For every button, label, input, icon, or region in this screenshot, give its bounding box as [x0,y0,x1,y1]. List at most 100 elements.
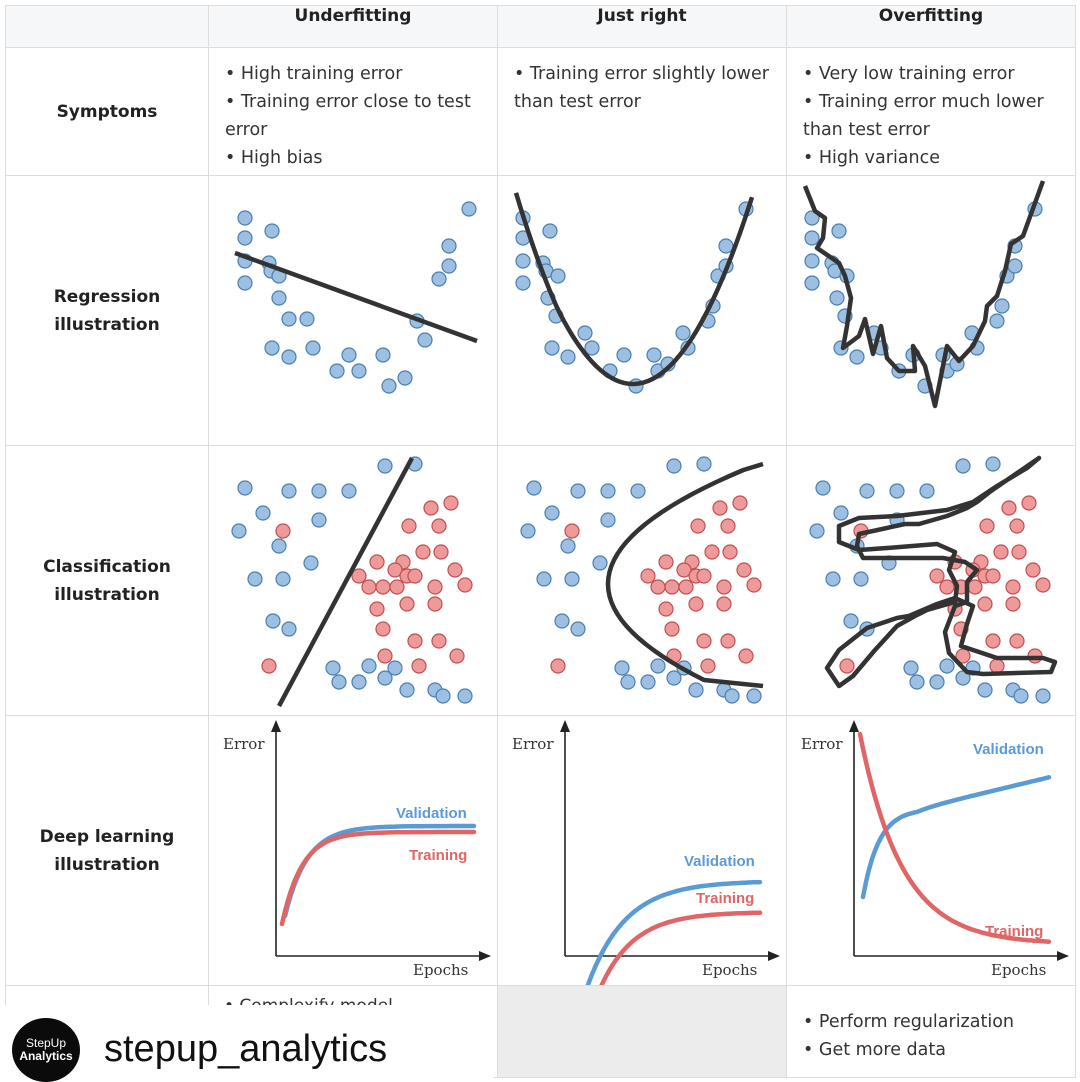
data-point [577,325,593,341]
data-point [676,562,692,578]
bullet: • Get more data [803,1040,946,1060]
data-point [443,495,459,511]
data-point [560,349,576,365]
data-point [264,223,280,239]
data-point [738,648,754,664]
classification-overfitting-plot [809,455,1058,704]
data-point [1025,562,1041,578]
data-point [985,633,1001,649]
data-point [646,347,662,363]
data-point [989,658,1005,674]
classification-just-right-plot [520,456,764,704]
bullet: • High bias [225,148,323,168]
data-point [536,571,552,587]
data-point [237,275,253,291]
data-point [550,268,566,284]
data-point [804,275,820,291]
bullet: • High training error [225,64,403,84]
x-axis-label: Epochs [702,961,757,979]
data-point [351,674,367,690]
data-point [939,579,955,595]
training-label: Training [985,923,1043,940]
regression-just-right-plot [513,192,755,394]
data-point [431,633,447,649]
data-point [620,674,636,690]
data-point [399,596,415,612]
data-point [833,505,849,521]
row-label-line: Regression [53,286,161,307]
x-axis-arrow [768,951,780,961]
data-point [658,554,674,570]
data-point [640,674,656,690]
fit-boundary [605,461,764,689]
remedies-underfitting-partial: • Complexify model [224,994,393,1005]
data-point [341,347,357,363]
y-axis-label: Error [801,735,843,753]
data-point [977,682,993,698]
deep-learning-overfitting-plot: Error Epochs Validation Training [801,720,1069,979]
col-header-just-right: Just right [497,5,787,48]
training-label: Training [409,847,467,864]
data-point [724,688,740,704]
col-header-overfitting: Overfitting [786,5,1076,48]
deep-learning-underfitting-plot: Error Epochs Validation Training [223,720,491,979]
data-point [247,571,263,587]
data-point [411,658,427,674]
data-point [375,579,391,595]
data-point [732,495,748,511]
data-point [447,562,463,578]
data-point [804,210,820,226]
row-label-line: illustration [54,314,160,335]
classification-just-right [497,445,787,716]
symptoms-just-right: • Training error slightly lower than tes… [497,47,787,176]
data-point [600,483,616,499]
data-point [919,483,935,499]
regression-just-right [497,175,787,446]
data-point [515,275,531,291]
data-point [281,483,297,499]
data-point [441,238,457,254]
watermark-bar [0,1005,493,1082]
regression-underfitting [208,175,498,446]
data-point [650,579,666,595]
data-point [994,298,1010,314]
logo-text-line2: Analytics [19,1049,73,1063]
data-point [570,621,586,637]
data-point [271,290,287,306]
data-point [570,483,586,499]
symptoms-row: Symptoms • High training error • Trainin… [5,47,1076,176]
data-point [640,568,656,584]
training-label: Training [696,890,754,907]
data-point [427,596,443,612]
data-point [853,571,869,587]
data-point [515,253,531,269]
bullet: • Training error much lower than test er… [803,92,1044,140]
data-point [993,544,1009,560]
data-point [311,512,327,528]
data-point [457,577,473,593]
data-point [722,544,738,560]
data-point [369,601,385,617]
data-point [843,613,859,629]
data-point [804,253,820,269]
training-curve [279,829,477,927]
data-point [718,238,734,254]
col-header-underfitting: Underfitting [208,5,498,48]
deep-learning-just-right: Error Epochs Validation Training [497,715,787,986]
data-point [1009,633,1025,649]
data-point [1005,596,1021,612]
classification-underfitting-plot [231,456,473,708]
row-label-line: Deep learning [39,826,175,847]
data-point [435,688,451,704]
data-point [658,601,674,617]
data-point [859,483,875,499]
data-point [664,579,680,595]
y-axis-label: Error [223,735,265,753]
data-point [265,613,281,629]
data-point [889,483,905,499]
classification-row: Classification illustration [5,445,1076,716]
comparison-table: Underfitting Just right Overfitting Symp… [5,5,1076,1078]
data-point [325,660,341,676]
data-point [955,458,971,474]
validation-curve [585,879,763,985]
